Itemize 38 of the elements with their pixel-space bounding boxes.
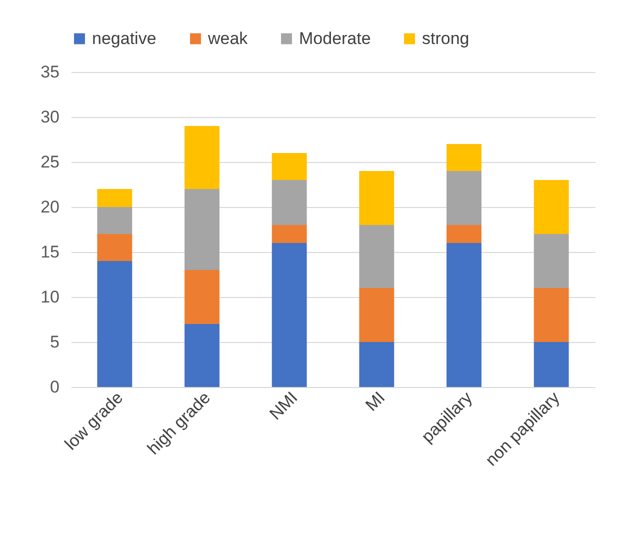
x-tick-label: NMI bbox=[266, 388, 302, 424]
bar bbox=[184, 270, 220, 324]
y-tick-label: 5 bbox=[50, 332, 60, 352]
bar bbox=[97, 234, 132, 261]
bar bbox=[184, 126, 220, 189]
legend-label: weak bbox=[207, 28, 248, 48]
bar bbox=[534, 234, 569, 288]
bar bbox=[359, 225, 394, 288]
bar bbox=[446, 144, 482, 171]
bar bbox=[272, 225, 307, 243]
bar bbox=[359, 288, 394, 342]
bar bbox=[272, 153, 307, 180]
y-tick-label: 20 bbox=[40, 198, 60, 216]
bar bbox=[97, 261, 132, 387]
y-tick-label: 30 bbox=[40, 108, 60, 126]
bar bbox=[184, 189, 220, 270]
bar bbox=[534, 342, 569, 387]
bar bbox=[359, 171, 394, 225]
y-tick-label: 0 bbox=[50, 378, 60, 396]
bar bbox=[446, 171, 482, 225]
legend-label: strong bbox=[422, 28, 470, 48]
bar bbox=[272, 243, 307, 387]
y-tick-label: 35 bbox=[40, 62, 60, 82]
y-tick-label: 25 bbox=[40, 152, 60, 172]
bar bbox=[97, 207, 132, 234]
bar bbox=[359, 342, 394, 387]
y-tick-label: 10 bbox=[40, 288, 60, 306]
bar bbox=[534, 180, 569, 234]
x-tick-label: MI bbox=[362, 388, 389, 415]
bar bbox=[97, 189, 132, 207]
bar bbox=[534, 288, 569, 342]
bar bbox=[446, 225, 482, 243]
bar bbox=[272, 180, 307, 225]
bar bbox=[446, 243, 482, 387]
legend-label: Moderate bbox=[299, 28, 371, 48]
bar bbox=[184, 324, 220, 387]
legend-label: negative bbox=[92, 28, 156, 48]
y-tick-label: 15 bbox=[40, 242, 60, 262]
